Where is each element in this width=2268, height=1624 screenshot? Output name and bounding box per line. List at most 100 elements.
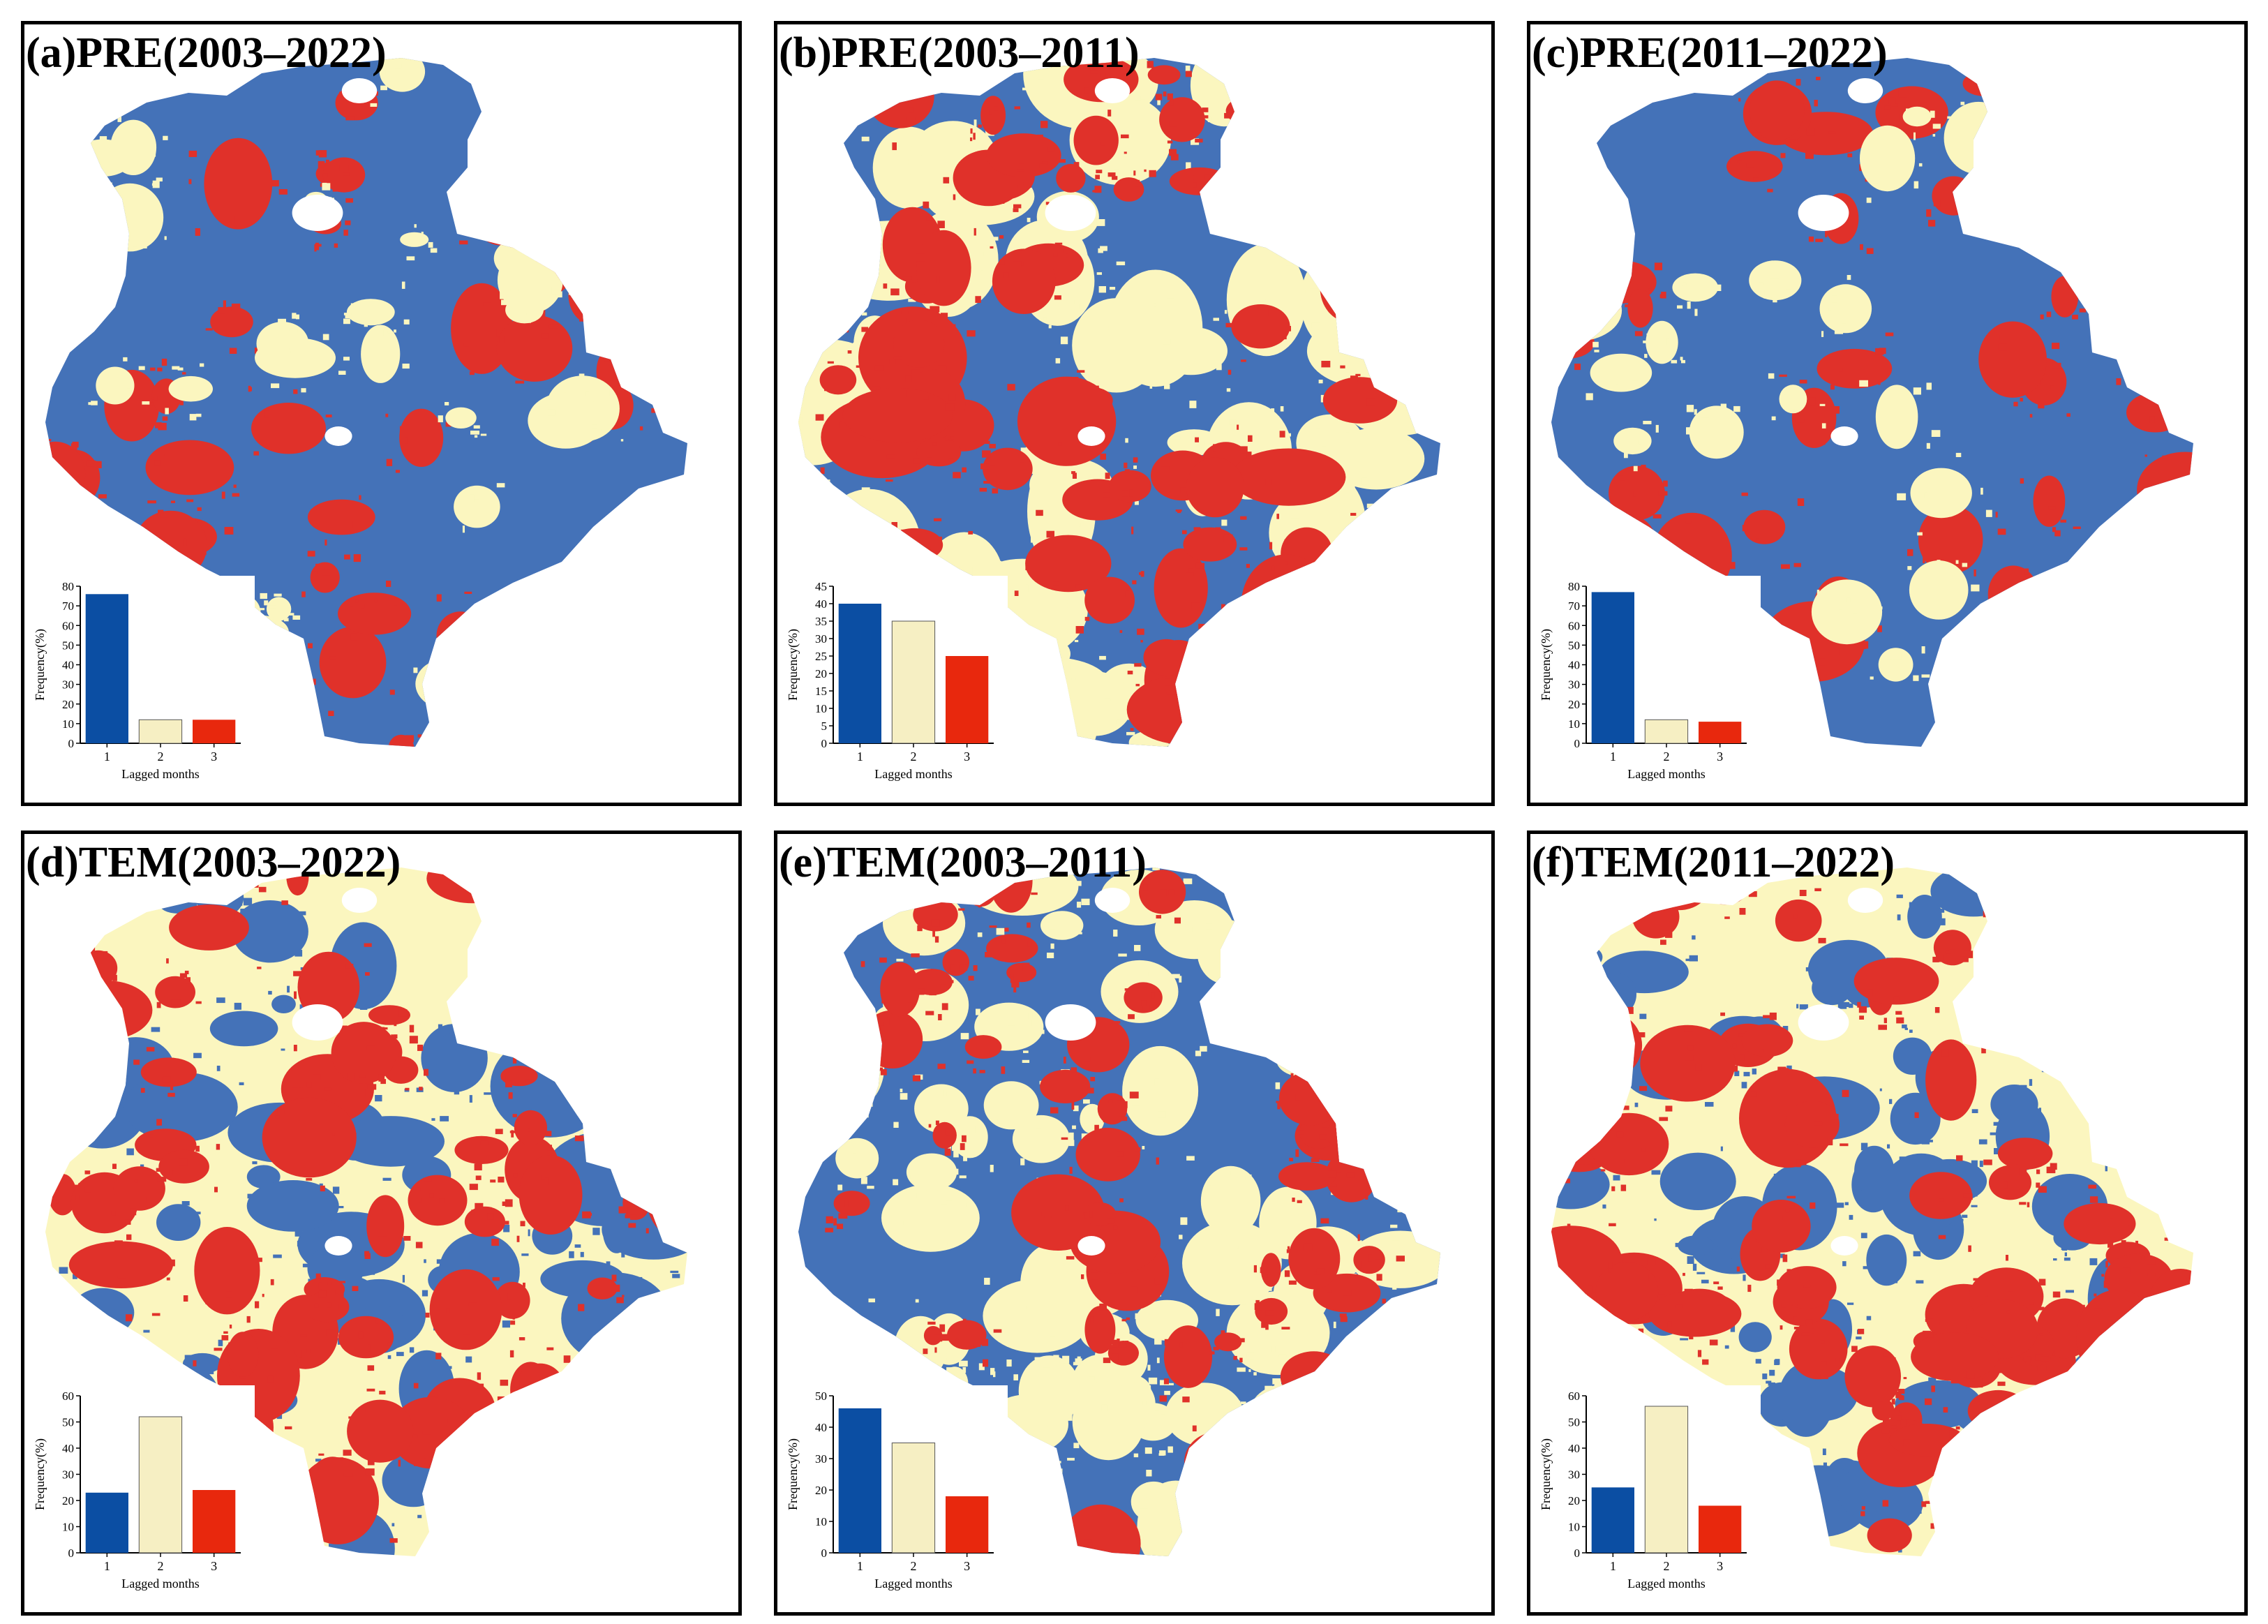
map-patch xyxy=(1992,1485,2067,1554)
map-patch xyxy=(274,1503,320,1556)
map-patch xyxy=(1613,427,1652,455)
map-speckle xyxy=(528,1229,530,1237)
map-speckle xyxy=(2052,343,2060,350)
map-speckle xyxy=(636,1146,640,1154)
map-speckle xyxy=(2184,186,2193,193)
map-speckle xyxy=(979,270,983,274)
map-patch xyxy=(526,1464,632,1513)
map-speckle xyxy=(1341,1343,1349,1351)
map-speckle xyxy=(945,1128,951,1135)
map-patch xyxy=(1557,1008,1643,1082)
map-speckle xyxy=(662,1093,665,1101)
map-speckle xyxy=(616,300,623,307)
map-speckle xyxy=(990,1368,995,1376)
map-speckle xyxy=(1392,1071,1396,1076)
map-speckle xyxy=(1566,200,1576,207)
map-speckle xyxy=(828,1372,831,1378)
map-patch xyxy=(1276,1042,1329,1077)
map-speckle xyxy=(2040,314,2044,320)
map-speckle xyxy=(1075,1358,1082,1365)
map-speckle xyxy=(1357,1477,1365,1482)
map-speckle xyxy=(454,1088,460,1095)
map-speckle xyxy=(1385,73,1391,82)
map-speckle xyxy=(1341,690,1348,698)
map-speckle xyxy=(402,1274,405,1283)
map-speckle xyxy=(579,319,583,322)
map-patch xyxy=(1646,320,1678,364)
map-speckle xyxy=(996,928,1005,935)
map-speckle xyxy=(1967,1489,1973,1496)
map-speckle xyxy=(709,1129,714,1135)
map-speckle xyxy=(1255,1540,1262,1544)
map-speckle xyxy=(1685,958,1691,962)
map-patch xyxy=(2117,150,2174,194)
map-speckle xyxy=(1423,1540,1426,1549)
map-speckle xyxy=(1985,1479,1993,1482)
map-speckle xyxy=(934,518,942,521)
map-speckle xyxy=(1968,1245,1971,1252)
y-tick-label: 0 xyxy=(68,737,75,750)
map-speckle xyxy=(2127,1097,2131,1103)
map-speckle xyxy=(1447,1107,1452,1111)
map-speckle xyxy=(442,715,445,723)
map-speckle xyxy=(161,358,167,366)
map-speckle xyxy=(1859,1475,1869,1480)
map-speckle xyxy=(1350,1114,1358,1118)
map-speckle xyxy=(1279,431,1285,438)
map-speckle xyxy=(248,385,251,392)
map-speckle xyxy=(1902,1568,1910,1573)
map-speckle xyxy=(541,1507,547,1514)
map-patch xyxy=(798,270,851,335)
map-speckle xyxy=(1151,854,1155,858)
map-speckle xyxy=(1923,556,1925,563)
map-speckle xyxy=(1606,967,1609,974)
map-speckle xyxy=(2068,208,2074,212)
map-speckle xyxy=(1134,663,1142,667)
map-speckle xyxy=(646,1228,649,1234)
map-patch xyxy=(986,934,1038,963)
map-speckle xyxy=(275,1115,280,1119)
map-speckle xyxy=(387,1342,391,1346)
map-patch xyxy=(1320,694,1414,747)
map-patch xyxy=(1563,227,1585,255)
map-speckle xyxy=(1270,123,1278,126)
map-speckle xyxy=(650,1328,657,1333)
map-speckle xyxy=(1268,734,1271,741)
map-speckle xyxy=(847,281,850,288)
map-speckle xyxy=(1446,1410,1455,1413)
map-speckle xyxy=(1229,1430,1237,1435)
map-speckle xyxy=(1061,712,1066,720)
map-speckle xyxy=(1210,1023,1213,1026)
map-speckle xyxy=(1214,1518,1222,1521)
map-speckle xyxy=(406,1301,411,1305)
map-speckle xyxy=(651,408,659,413)
map-patch xyxy=(2072,1418,2145,1500)
map-speckle xyxy=(1808,236,1814,242)
map-speckle xyxy=(1904,1503,1911,1510)
map-speckle xyxy=(1275,1082,1281,1089)
map-speckle xyxy=(1229,419,1237,425)
map-speckle xyxy=(1455,897,1460,901)
map-speckle xyxy=(1431,714,1435,719)
map-speckle xyxy=(618,927,624,932)
bar-lag-1 xyxy=(85,594,128,744)
map-speckle xyxy=(189,414,197,421)
map-patch xyxy=(1952,660,1983,695)
map-speckle xyxy=(338,371,346,375)
map-speckle xyxy=(1677,305,1683,309)
map-speckle xyxy=(499,336,505,343)
map-speckle xyxy=(2207,298,2216,301)
map-patch xyxy=(1743,509,1786,544)
map-speckle xyxy=(246,1316,251,1323)
map-patch xyxy=(833,1191,870,1216)
map-speckle xyxy=(1299,775,1306,777)
map-speckle xyxy=(2166,854,2173,858)
map-speckle xyxy=(2084,1403,2091,1410)
map-speckle xyxy=(1043,317,1047,320)
map-speckle xyxy=(1107,110,1112,117)
map-patch xyxy=(1241,554,1331,655)
map-speckle xyxy=(555,1417,562,1420)
map-speckle xyxy=(684,941,687,946)
map-patch xyxy=(1061,1504,1141,1556)
map-patch xyxy=(304,1292,350,1323)
